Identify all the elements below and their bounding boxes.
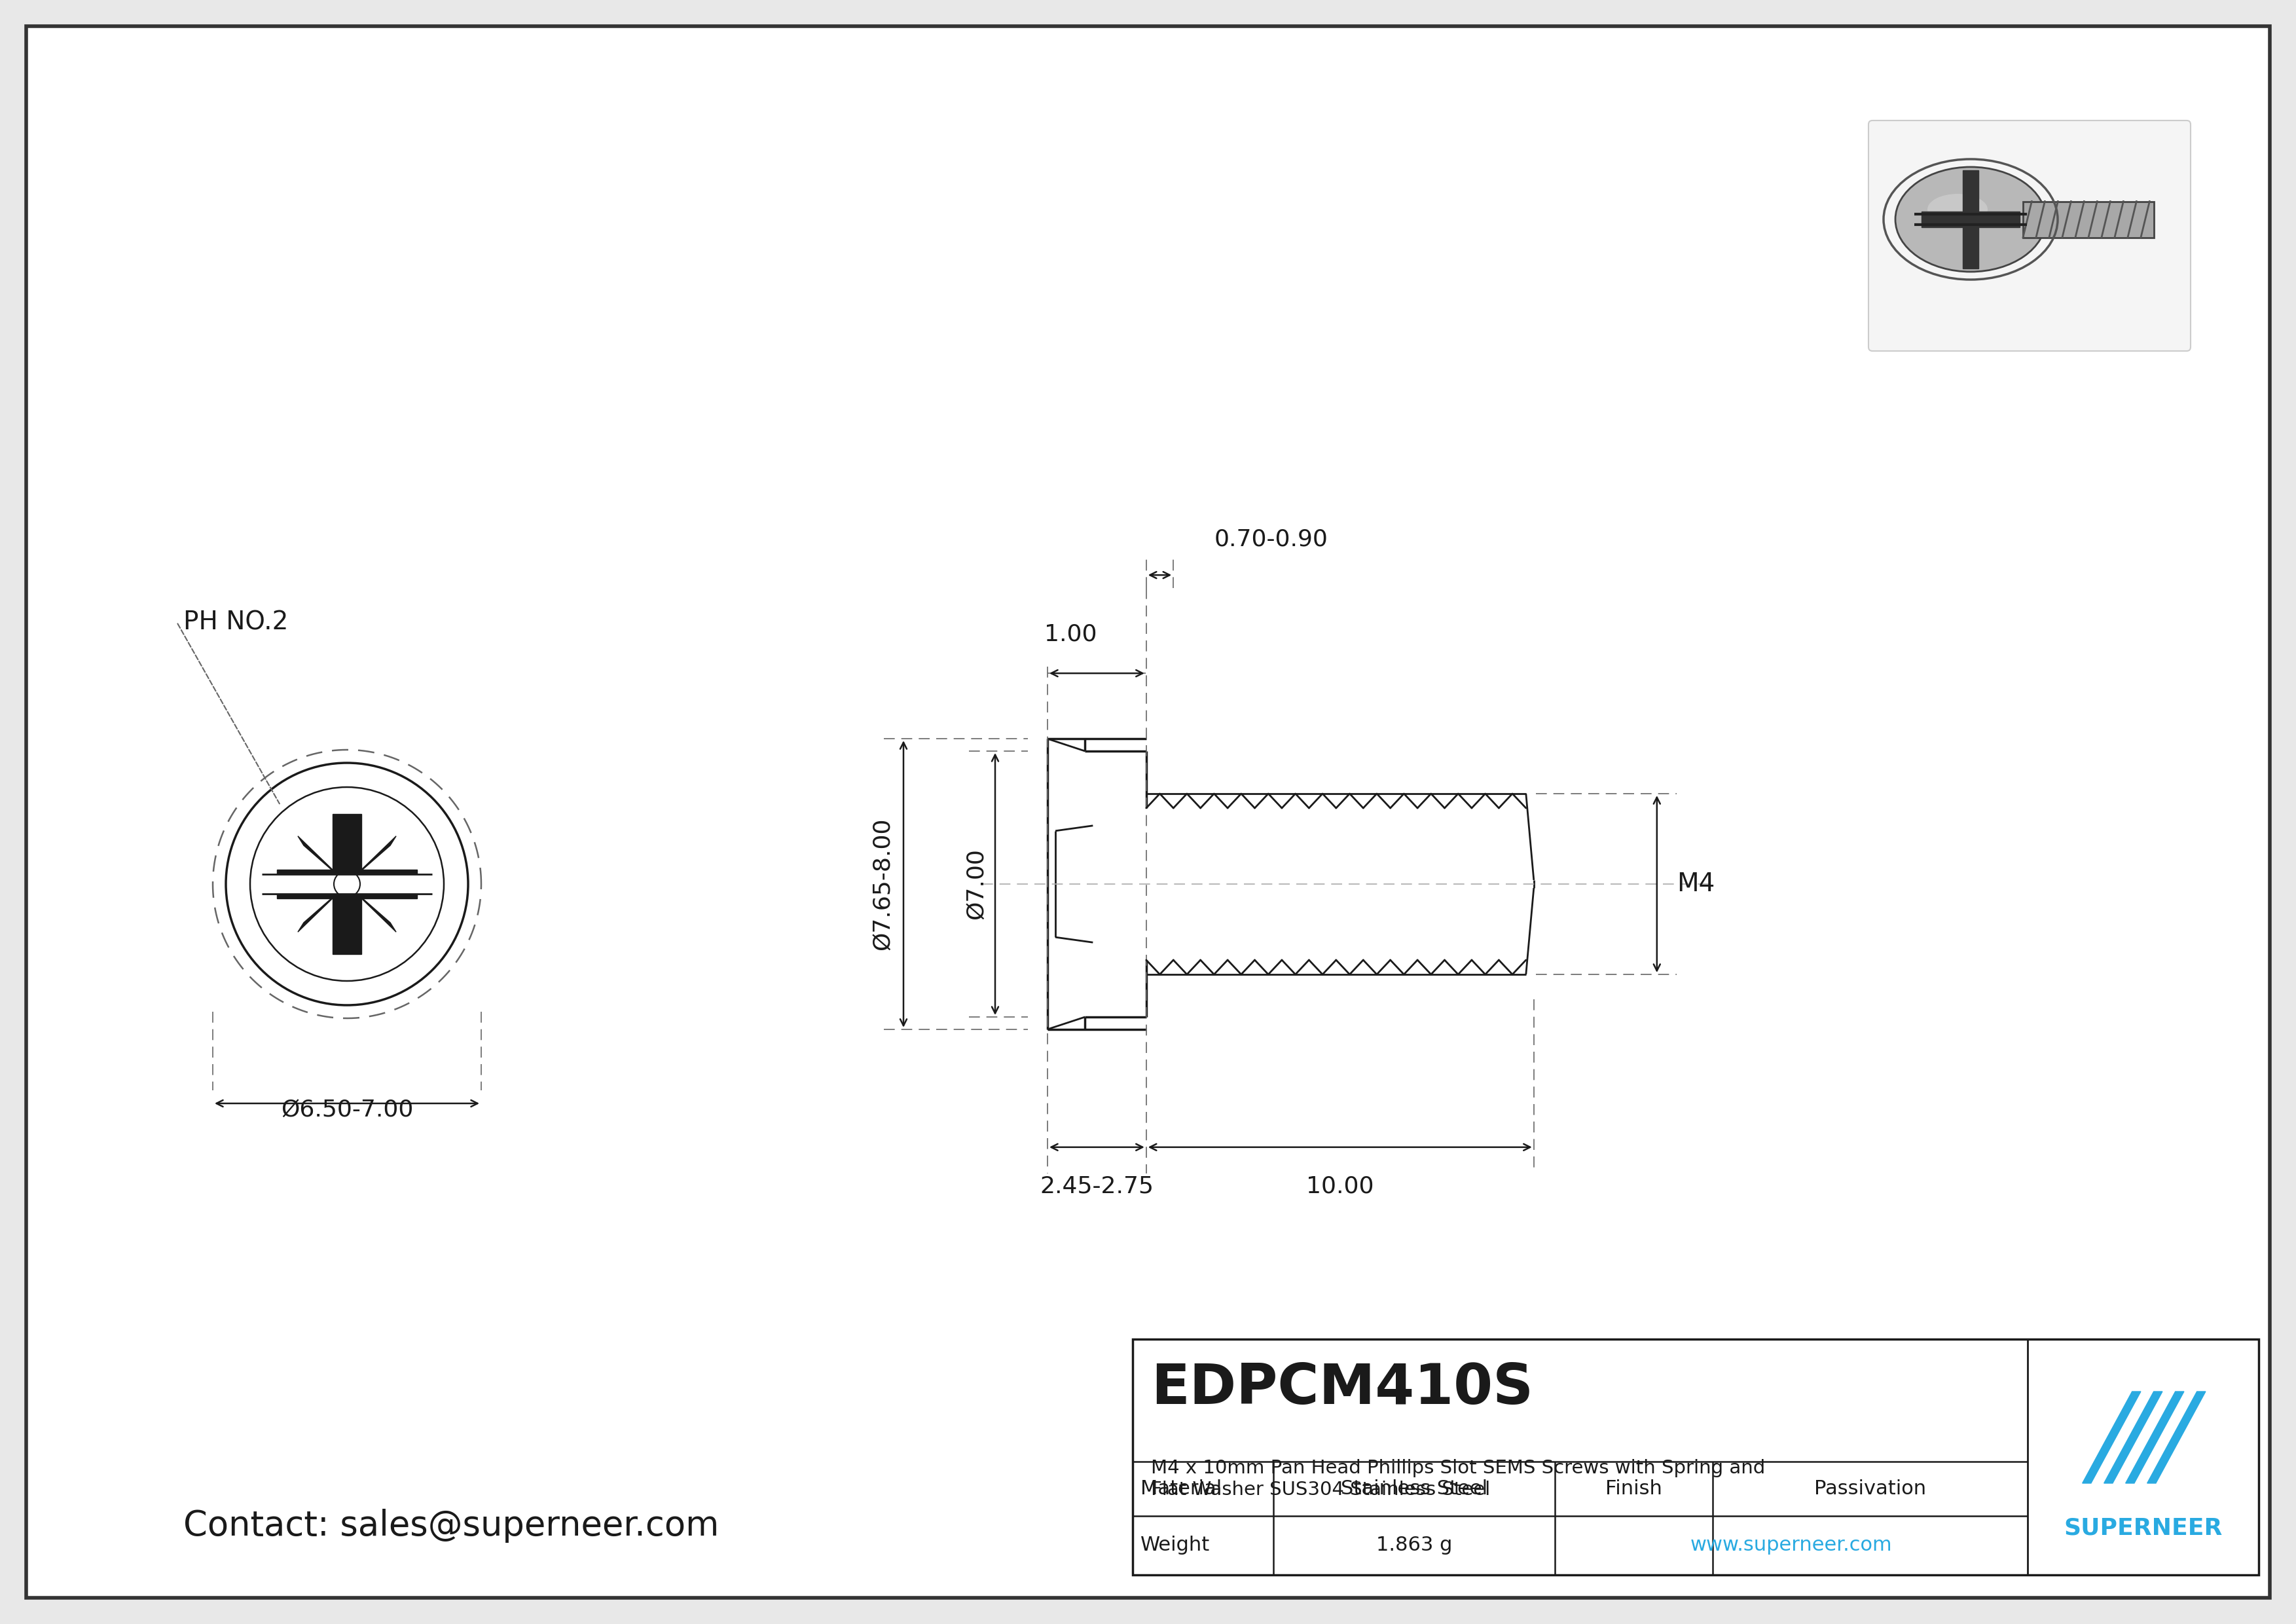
FancyBboxPatch shape: [1869, 120, 2190, 351]
Text: Material: Material: [1141, 1479, 1221, 1499]
Polygon shape: [2082, 1392, 2140, 1483]
Polygon shape: [2147, 1392, 2206, 1483]
Polygon shape: [333, 814, 360, 953]
Ellipse shape: [1894, 167, 2046, 271]
Text: Finish: Finish: [1605, 1479, 1662, 1499]
Polygon shape: [278, 869, 418, 898]
Polygon shape: [262, 874, 432, 893]
Polygon shape: [2126, 1392, 2183, 1483]
Polygon shape: [298, 836, 342, 879]
Bar: [2023, 201, 2154, 237]
Text: M4: M4: [1676, 872, 1715, 896]
Text: 10.00: 10.00: [1306, 1176, 1373, 1197]
Polygon shape: [1922, 211, 2020, 227]
Polygon shape: [354, 890, 397, 932]
Polygon shape: [2103, 1392, 2163, 1483]
Text: PH NO.2: PH NO.2: [184, 609, 289, 635]
Text: 0.70-0.90: 0.70-0.90: [1215, 528, 1327, 551]
Text: Ø6.50-7.00: Ø6.50-7.00: [280, 1099, 413, 1121]
Text: M4 x 10mm Pan Head Phillips Slot SEMS Screws with Spring and
Flat Washer SUS304 : M4 x 10mm Pan Head Phillips Slot SEMS Sc…: [1150, 1458, 1766, 1499]
Text: 1.863 g: 1.863 g: [1375, 1536, 1453, 1554]
Text: SUPERNEER: SUPERNEER: [2064, 1517, 2223, 1540]
Text: www.superneer.com: www.superneer.com: [1690, 1536, 1892, 1554]
Polygon shape: [298, 890, 342, 932]
Text: Ø7.65-8.00: Ø7.65-8.00: [872, 818, 893, 950]
Bar: [1132, 1340, 2259, 1575]
Text: Passivation: Passivation: [1814, 1479, 1926, 1499]
Text: 2.45-2.75: 2.45-2.75: [1040, 1176, 1155, 1197]
Text: Stainless Steel: Stainless Steel: [1341, 1479, 1488, 1499]
Text: Weight: Weight: [1141, 1536, 1210, 1554]
Text: EDPCM410S: EDPCM410S: [1150, 1361, 1534, 1416]
Text: Ø7.00: Ø7.00: [964, 848, 987, 919]
Ellipse shape: [1926, 193, 1988, 226]
Text: 1.00: 1.00: [1045, 624, 1097, 645]
Polygon shape: [1963, 171, 1979, 268]
Text: Contact: sales@superneer.com: Contact: sales@superneer.com: [184, 1509, 719, 1543]
Polygon shape: [354, 836, 397, 879]
